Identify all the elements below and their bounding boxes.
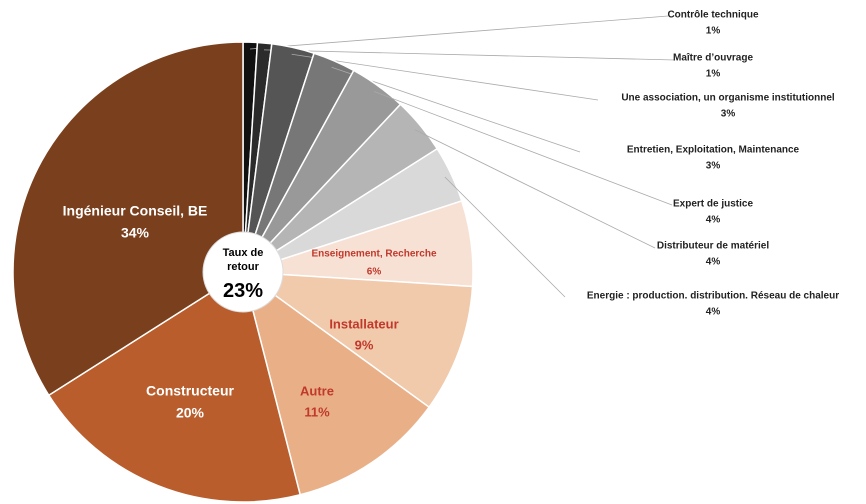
leader-line — [263, 49, 676, 61]
slice-label: Expert de justice — [673, 199, 753, 210]
center-value: 23% — [222, 280, 264, 302]
value-label: 4% — [706, 257, 721, 268]
leader-line — [444, 176, 566, 298]
pie-slice — [12, 41, 244, 397]
value-label: 34% — [121, 225, 150, 241]
center-circle — [202, 231, 284, 313]
pie-slice — [241, 270, 431, 496]
slice-label: Constructeur — [146, 383, 234, 399]
value-label: 11% — [304, 404, 330, 419]
slice-label: Une association, un organisme institutio… — [621, 93, 835, 104]
value-label: 9% — [355, 337, 374, 352]
value-label: 4% — [706, 307, 721, 318]
value-label: 4% — [706, 215, 721, 226]
leader-line — [373, 91, 673, 206]
slice-label: Contrôle technique — [667, 10, 759, 21]
slice-label: Maître d’ouvrage — [673, 53, 753, 64]
leader-line — [414, 129, 656, 249]
slice-label: Enseignement, Recherche — [311, 249, 436, 260]
slice-label: Ingénieur Conseil, BE — [63, 203, 208, 219]
slice-label: Installateur — [329, 316, 398, 331]
pie-slice — [240, 271, 474, 409]
pie-slice — [47, 270, 302, 503]
slice-label: Entretien, Exploitation, Maintenance — [627, 145, 800, 156]
value-label: 20% — [176, 405, 205, 421]
value-label: 3% — [721, 109, 736, 120]
value-label: 6% — [367, 267, 382, 278]
leader-line — [249, 15, 669, 50]
slice-label: Energie : production. distribution. Rése… — [587, 291, 839, 302]
slice-label: Autre — [300, 383, 334, 398]
slice-label: Distributeur de matériel — [657, 241, 769, 252]
value-label: 3% — [706, 161, 721, 172]
value-label: 1% — [706, 69, 721, 80]
leader-line — [291, 53, 599, 101]
value-label: 1% — [706, 26, 721, 37]
center-label: Taux de retour — [222, 247, 264, 273]
